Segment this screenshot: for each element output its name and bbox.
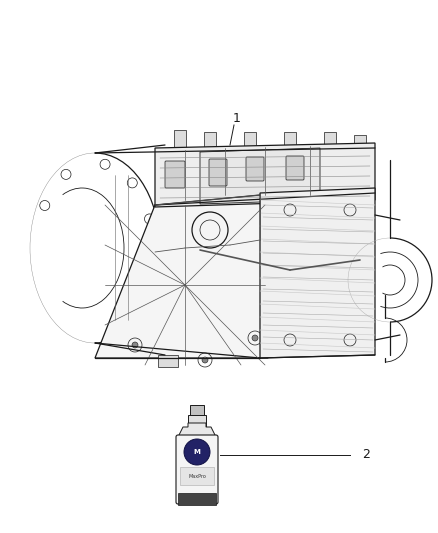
Circle shape (132, 342, 138, 348)
Bar (204, 132, 216, 147)
Polygon shape (260, 188, 375, 358)
Bar (354, 135, 366, 147)
Bar (188, 415, 206, 427)
Polygon shape (178, 423, 216, 437)
Text: MaxPro: MaxPro (188, 473, 206, 479)
FancyBboxPatch shape (165, 161, 185, 188)
Circle shape (184, 439, 210, 465)
FancyBboxPatch shape (209, 159, 227, 186)
Bar (244, 132, 256, 147)
Polygon shape (155, 143, 375, 207)
FancyBboxPatch shape (176, 435, 218, 504)
Bar (178, 493, 216, 505)
Circle shape (202, 357, 208, 363)
Bar (190, 405, 204, 415)
Text: 1: 1 (233, 111, 241, 125)
Text: 2: 2 (362, 448, 370, 462)
Bar (174, 130, 186, 148)
Polygon shape (200, 148, 320, 204)
Bar (158, 355, 178, 367)
Bar (324, 132, 336, 147)
FancyBboxPatch shape (246, 157, 264, 181)
Polygon shape (95, 195, 268, 358)
Bar (180, 467, 214, 485)
Bar (284, 132, 296, 147)
Circle shape (252, 335, 258, 341)
Text: M: M (194, 449, 201, 455)
FancyBboxPatch shape (286, 156, 304, 180)
